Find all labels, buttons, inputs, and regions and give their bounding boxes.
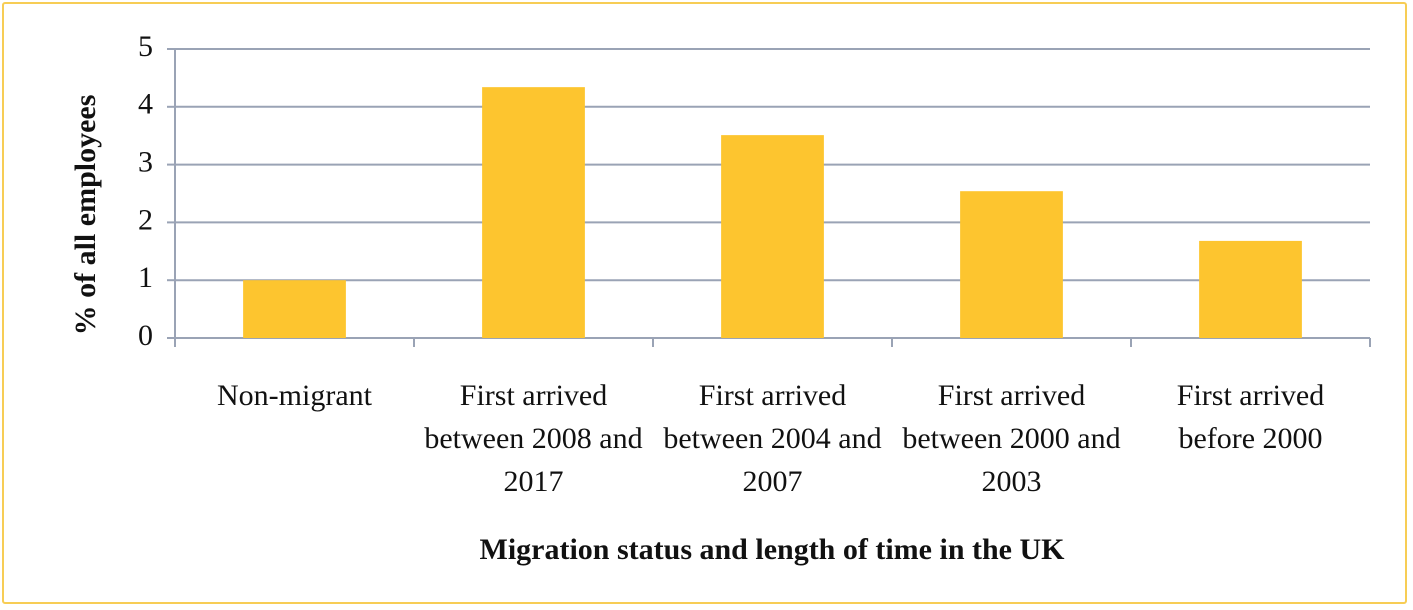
y-tick-label: 1: [138, 261, 153, 294]
x-axis-label: Migration status and length of time in t…: [480, 533, 1066, 566]
x-tick-label: Non-migrant: [217, 379, 372, 412]
bar: [243, 280, 346, 338]
y-tick-label: 0: [138, 319, 153, 352]
bar: [1199, 240, 1302, 338]
bar: [960, 191, 1063, 338]
y-axis-label: % of all employees: [69, 95, 102, 336]
bar: [482, 87, 585, 338]
x-tick-label: First arrived between 2008 and 2017: [424, 379, 643, 498]
bar: [721, 135, 824, 338]
x-tick-label: First arrived between 2004 and 2007: [663, 379, 882, 498]
x-tick-label: First arrived before 2000: [1176, 379, 1325, 455]
y-tick-label: 5: [138, 30, 153, 63]
y-tick-label: 2: [138, 203, 153, 236]
y-tick-label: 4: [138, 88, 153, 121]
x-tick-label: First arrived between 2000 and 2003: [902, 379, 1121, 498]
y-tick-label: 3: [138, 145, 153, 178]
